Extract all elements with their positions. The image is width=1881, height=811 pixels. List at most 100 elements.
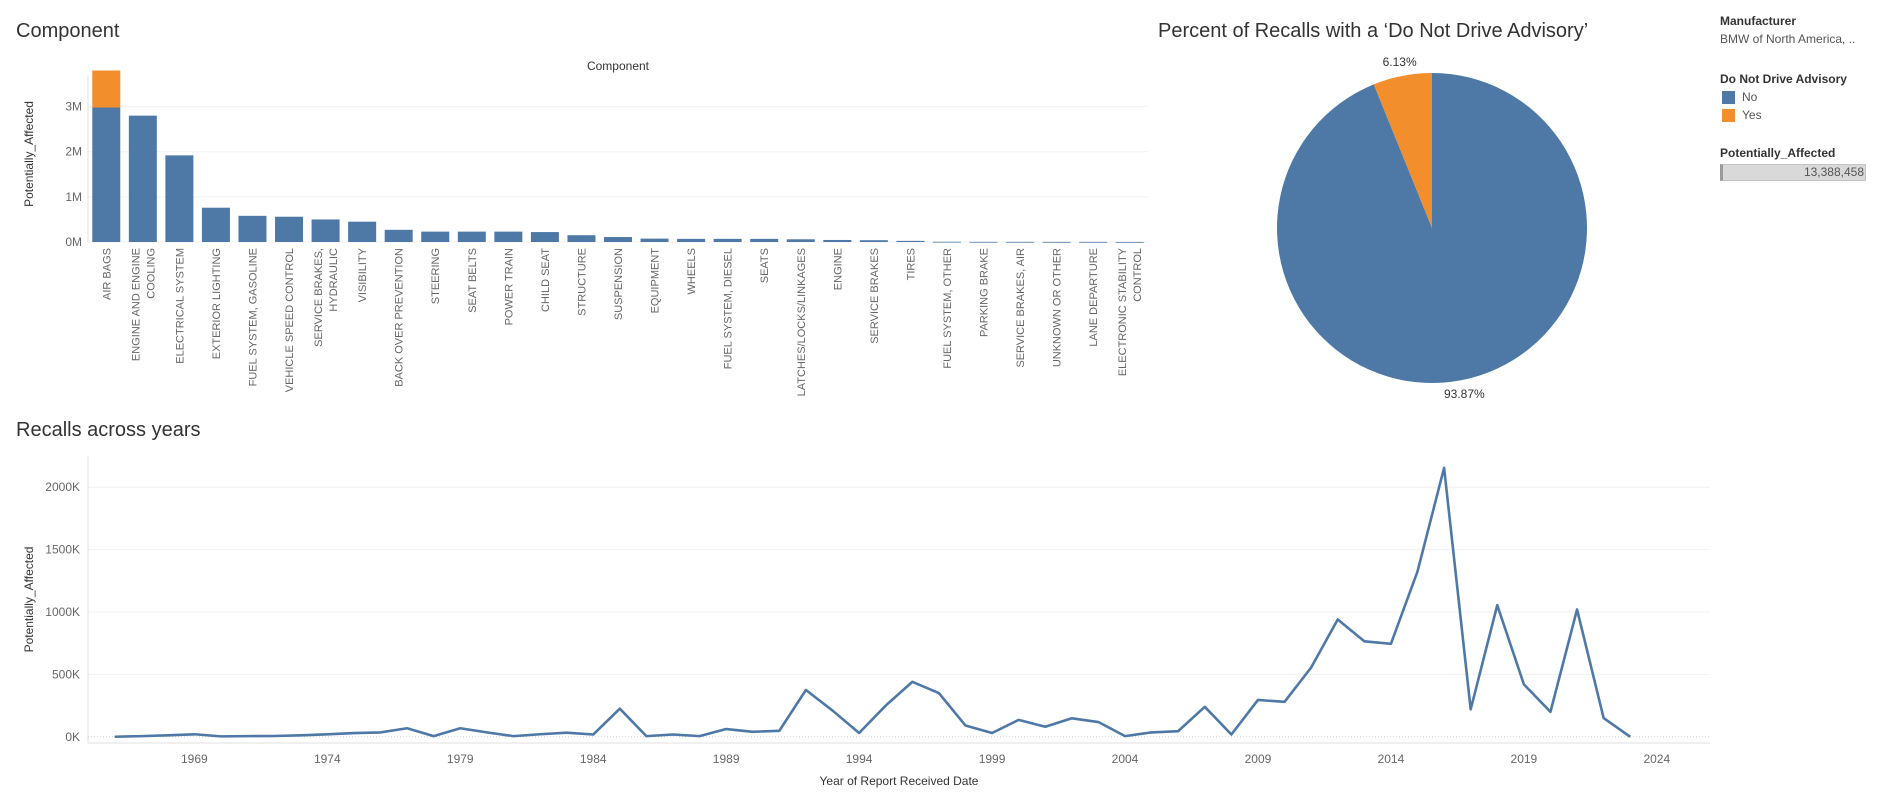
bar-category-label: EQUIPMENT	[650, 248, 662, 314]
bar-no	[421, 231, 450, 242]
bar-no	[713, 238, 742, 242]
bar-category-label: ENGINE AND ENGINE	[130, 248, 142, 361]
line-x-tick-label: 2014	[1378, 752, 1405, 766]
bar-category-label: CHILD SEAT	[540, 248, 552, 312]
line-x-tick-label: 1974	[314, 752, 341, 766]
bar-no	[238, 215, 267, 242]
line-y-tick-label: 500K	[52, 667, 80, 681]
bar-yes	[92, 70, 121, 108]
bar-category-label: FUEL SYSTEM, OTHER	[942, 248, 954, 369]
line-x-tick-label: 2009	[1245, 752, 1272, 766]
bar-no	[92, 107, 121, 243]
bar-category-label: VISIBILITY	[357, 247, 369, 302]
legend-item-no[interactable]: No	[1722, 90, 1880, 104]
line-y-tick-label: 2000K	[45, 480, 80, 494]
bar-y-tick-label: 3M	[65, 100, 82, 114]
line-series-potentially-affected	[114, 466, 1631, 739]
pa-filter-header: Potentially_Affected	[1720, 146, 1836, 160]
line-x-tick-label: 1999	[979, 752, 1006, 766]
bar-no	[750, 238, 779, 242]
bar-no	[677, 238, 706, 242]
pie-slice-label: 93.87%	[1444, 387, 1485, 401]
line-x-tick-label: 2004	[1112, 752, 1139, 766]
component-bar-chart: Component Potentially_Affected 0M 1M 2M 3M AIR…	[22, 59, 1148, 396]
bar-no	[969, 241, 998, 243]
dnd-pie-chart: 93.87% 6.13%	[1277, 55, 1587, 401]
legend-label-no: No	[1742, 90, 1758, 104]
bar-category-label: ELECTRONIC STABILITY	[1117, 247, 1129, 376]
bar-no	[786, 239, 815, 242]
bar-no	[1079, 241, 1108, 243]
bar-no	[311, 219, 340, 242]
bar-category-label: POWER TRAIN	[503, 248, 515, 325]
bar-category-label: CONTROL	[1132, 248, 1144, 302]
line-x-tick-label: 2019	[1511, 752, 1538, 766]
line-chart-title: Recalls across years	[16, 419, 201, 441]
bar-no	[932, 241, 961, 243]
line-x-axis-title: Year of Report Received Date	[820, 774, 979, 788]
bar-no	[457, 231, 486, 242]
bar-category-label: SUSPENSION	[613, 248, 625, 320]
line-y-tick-label: 1500K	[45, 543, 80, 557]
bar-category-label: AIR BAGS	[101, 248, 113, 300]
bar-no	[823, 239, 852, 242]
bar-no	[494, 231, 523, 242]
line-y-tick-label: 1000K	[45, 605, 80, 619]
bar-category-label: SERVICE BRAKES,	[313, 248, 325, 347]
bar-chart-inner-title: Component	[587, 59, 650, 73]
manufacturer-filter-value[interactable]: BMW of North America, ..	[1720, 32, 1856, 46]
legend-swatch-yes	[1722, 108, 1735, 122]
bar-category-label: BACK OVER PREVENTION	[394, 248, 406, 387]
legend-item-yes[interactable]: Yes	[1722, 108, 1880, 122]
bar-no	[604, 237, 632, 242]
bar-category-label: SERVICE BRAKES	[869, 248, 881, 344]
legend-label-yes: Yes	[1742, 108, 1762, 122]
bar-no	[1042, 241, 1071, 243]
bar-no	[640, 238, 669, 242]
bar-category-label: SERVICE BRAKES, AIR	[1015, 248, 1027, 368]
bar-category-label: ENGINE	[832, 248, 844, 290]
bar-category-label: LANE DEPARTURE	[1088, 248, 1100, 347]
bar-category-label: ELECTRICAL SYSTEM	[174, 248, 186, 364]
bar-no	[165, 155, 194, 242]
bar-no	[896, 240, 925, 242]
bar-category-label: LATCHES/LOCKS/LINKAGES	[796, 248, 808, 396]
bar-category-label: STRUCTURE	[576, 248, 588, 316]
bar-category-label: FUEL SYSTEM, DIESEL	[723, 248, 735, 369]
bar-category-label: WHEELS	[686, 248, 698, 294]
legend-panel: Manufacturer BMW of North America, .. Do…	[1720, 14, 1880, 181]
pie-slice-label: 6.13%	[1383, 55, 1417, 69]
line-x-tick-label: 2024	[1643, 752, 1670, 766]
bar-y-axis-title: Potentially_Affected	[22, 101, 36, 207]
bar-category-label: VEHICLE SPEED CONTROL	[284, 248, 296, 392]
bar-no	[201, 207, 230, 242]
manufacturer-filter-header: Manufacturer	[1720, 14, 1797, 28]
bar-no	[384, 229, 413, 242]
pie-chart-title: Percent of Recalls with a ‘Do Not Drive …	[1158, 20, 1589, 42]
bar-no	[348, 221, 377, 242]
bar-category-label: PARKING BRAKE	[979, 248, 991, 337]
line-x-tick-label: 1984	[580, 752, 607, 766]
line-y-axis-title: Potentially_Affected	[22, 547, 36, 653]
bar-no	[567, 235, 596, 242]
bar-category-label: EXTERIOR LIGHTING	[211, 248, 223, 359]
pa-range-slider[interactable]: 13,388,458	[1720, 164, 1866, 181]
line-y-tick-label: 0K	[65, 730, 80, 744]
bar-no	[1115, 241, 1144, 243]
component-chart-title: Component	[16, 20, 120, 42]
bar-no	[530, 232, 559, 242]
bar-y-tick-label: 1M	[65, 190, 82, 204]
bar-category-label: UNKNOWN OR OTHER	[1052, 248, 1064, 367]
bar-category-label: COOLING	[145, 248, 157, 299]
bar-category-label: FUEL SYSTEM, GASOLINE	[247, 248, 259, 386]
bar-category-label: HYDRAULIC	[328, 248, 340, 312]
line-x-tick-label: 1994	[846, 752, 873, 766]
bar-y-tick-label: 0M	[65, 235, 82, 249]
line-x-tick-label: 1969	[181, 752, 208, 766]
legend-swatch-no	[1722, 90, 1735, 104]
pie-slice-yes	[1373, 73, 1432, 228]
recalls-line-chart: 0K 500K 1000K 1500K 2000K 1969 1974 1979 1984 198…	[22, 456, 1710, 788]
bar-category-label: TIRES	[905, 248, 917, 280]
bar-no	[1006, 241, 1035, 243]
line-x-tick-label: 1979	[447, 752, 474, 766]
